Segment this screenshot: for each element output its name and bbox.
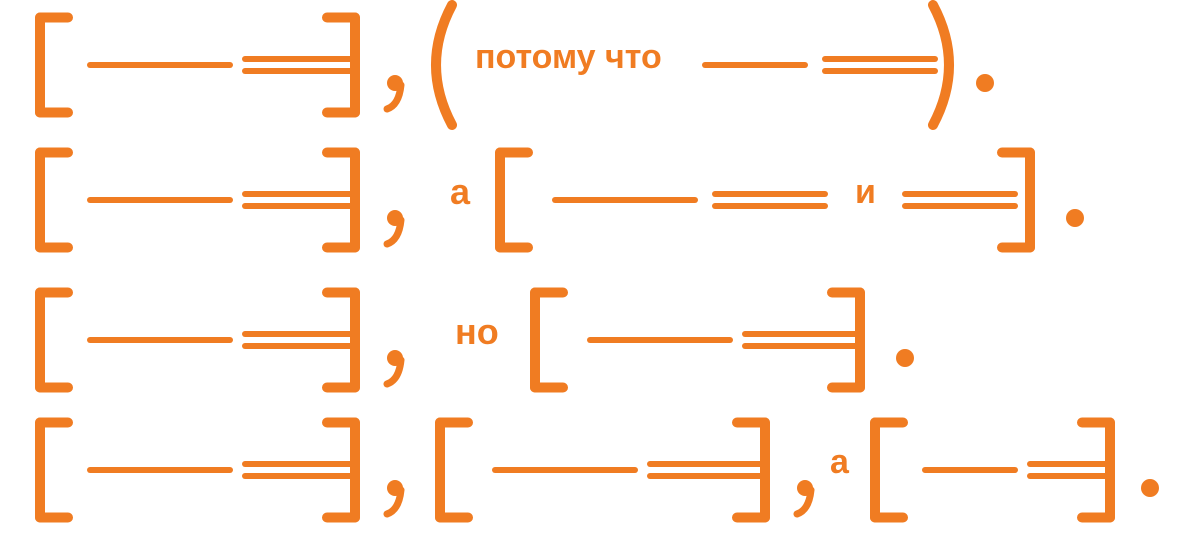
conjunction-label: но bbox=[455, 311, 499, 353]
conjunction-label: потому что bbox=[475, 38, 662, 77]
conjunction-label: а bbox=[450, 171, 470, 213]
conjunction-label: а bbox=[830, 443, 849, 482]
conjunction-label: и bbox=[855, 173, 876, 212]
sentence-diagram bbox=[0, 0, 1200, 543]
